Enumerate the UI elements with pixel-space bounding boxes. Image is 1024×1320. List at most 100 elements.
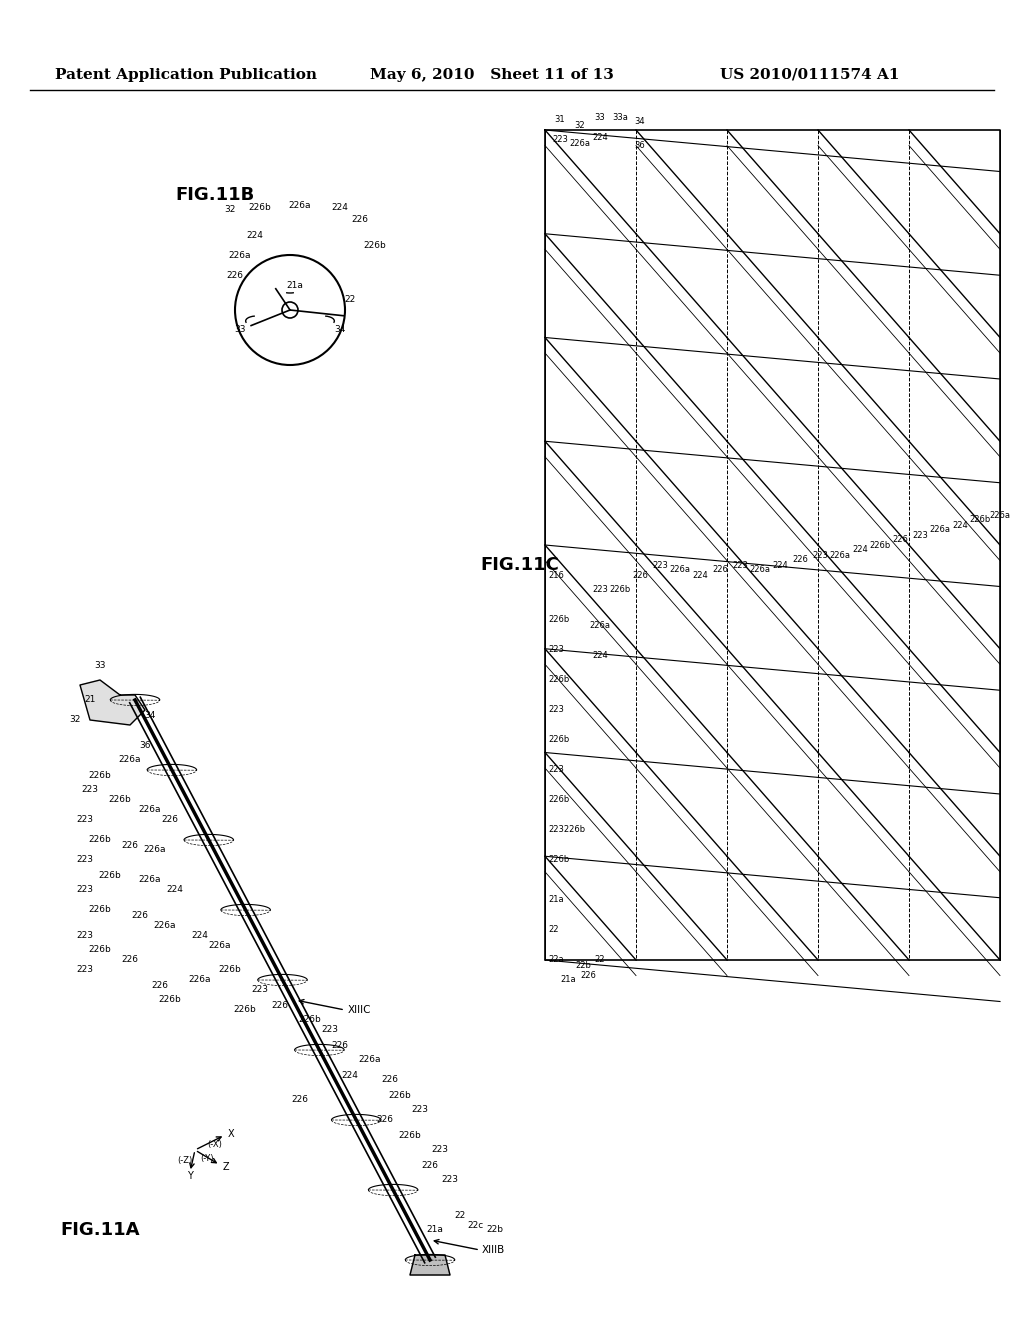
Text: 226b: 226b <box>869 540 891 549</box>
Text: 223: 223 <box>77 886 93 895</box>
Text: 226b: 226b <box>548 615 569 624</box>
Text: 226b: 226b <box>548 855 569 865</box>
Text: 22b: 22b <box>486 1225 504 1234</box>
Text: 226b: 226b <box>89 771 112 780</box>
Text: 223: 223 <box>252 986 268 994</box>
Text: 34: 34 <box>334 326 346 334</box>
Text: 226b: 226b <box>249 203 271 213</box>
Text: 22: 22 <box>344 296 355 305</box>
Text: 226: 226 <box>292 1096 308 1105</box>
Text: FIG.11A: FIG.11A <box>60 1221 139 1239</box>
Text: 226b: 226b <box>89 906 112 915</box>
Text: 226: 226 <box>792 556 808 565</box>
Text: 22: 22 <box>595 956 605 965</box>
Text: 226: 226 <box>712 565 728 574</box>
Text: 226b: 226b <box>159 995 181 1005</box>
Text: 22: 22 <box>548 925 558 935</box>
Text: 226: 226 <box>332 1040 348 1049</box>
Text: 226b: 226b <box>548 796 569 804</box>
Text: 22c: 22c <box>467 1221 483 1229</box>
Text: 22b: 22b <box>575 961 591 969</box>
Text: 226: 226 <box>226 271 244 280</box>
Text: 226b: 226b <box>89 836 112 845</box>
Text: May 6, 2010   Sheet 11 of 13: May 6, 2010 Sheet 11 of 13 <box>370 69 613 82</box>
Text: XIIIC: XIIIC <box>348 1005 372 1015</box>
Text: 21a: 21a <box>287 281 303 289</box>
Text: 223: 223 <box>548 766 564 775</box>
Text: X: X <box>228 1129 234 1139</box>
Text: 223: 223 <box>77 931 93 940</box>
Text: 226b: 226b <box>299 1015 322 1024</box>
Text: 226a: 226a <box>228 251 251 260</box>
Text: 223: 223 <box>77 816 93 825</box>
Text: 226a: 226a <box>289 201 311 210</box>
Text: 226a: 226a <box>590 620 610 630</box>
Text: 226a: 226a <box>209 940 231 949</box>
Text: 226: 226 <box>122 841 138 850</box>
Text: 223: 223 <box>431 1146 449 1155</box>
Text: 223: 223 <box>652 561 668 569</box>
Text: 223: 223 <box>812 550 828 560</box>
Text: (-X): (-X) <box>207 1140 222 1150</box>
Text: Y: Y <box>187 1171 193 1181</box>
Text: 33: 33 <box>595 114 605 123</box>
Text: 36: 36 <box>139 741 151 750</box>
Text: 226a: 226a <box>670 565 690 574</box>
Text: 223: 223 <box>592 586 608 594</box>
Text: 223: 223 <box>552 136 568 144</box>
Text: (-Z): (-Z) <box>177 1155 193 1164</box>
Text: 224: 224 <box>852 545 868 554</box>
Text: 33: 33 <box>234 326 246 334</box>
Text: 224: 224 <box>592 133 608 143</box>
Text: FIG.11C: FIG.11C <box>480 556 559 574</box>
Text: 223: 223 <box>441 1176 459 1184</box>
Text: 34: 34 <box>144 710 156 719</box>
Text: 224: 224 <box>332 203 348 213</box>
Text: 224: 224 <box>952 520 968 529</box>
Text: 226b: 226b <box>609 586 631 594</box>
Text: 226: 226 <box>351 215 369 224</box>
Text: 21: 21 <box>84 696 95 705</box>
Text: 226b: 226b <box>548 676 569 685</box>
Text: 226: 226 <box>382 1076 398 1085</box>
Text: 226: 226 <box>892 536 908 544</box>
Text: 226b: 226b <box>364 240 386 249</box>
Text: 226a: 226a <box>358 1056 381 1064</box>
Text: 226b: 226b <box>219 965 242 974</box>
Text: 224: 224 <box>772 561 787 569</box>
Text: 226b: 226b <box>89 945 112 954</box>
Text: 224: 224 <box>167 886 183 895</box>
Text: 226b: 226b <box>548 735 569 744</box>
Text: 22a: 22a <box>548 956 563 965</box>
Text: 223: 223 <box>77 855 93 865</box>
Text: 223: 223 <box>322 1026 339 1035</box>
Text: US 2010/0111574 A1: US 2010/0111574 A1 <box>720 69 899 82</box>
Text: 226b: 226b <box>389 1090 412 1100</box>
Text: FIG.11B: FIG.11B <box>175 186 254 205</box>
Text: 226a: 226a <box>569 139 591 148</box>
Text: 226a: 226a <box>750 565 770 574</box>
Text: 226: 226 <box>122 956 138 965</box>
Text: 226a: 226a <box>119 755 141 764</box>
Text: 226: 226 <box>422 1160 438 1170</box>
Text: XIIIB: XIIIB <box>482 1245 505 1255</box>
Polygon shape <box>80 680 145 725</box>
Text: 226a: 226a <box>829 550 851 560</box>
Text: 32: 32 <box>574 120 586 129</box>
Text: 224: 224 <box>692 570 708 579</box>
Text: 226a: 226a <box>188 975 211 985</box>
Text: 226b: 226b <box>98 870 122 879</box>
Text: 226a: 226a <box>930 525 950 535</box>
Text: 223: 223 <box>912 531 928 540</box>
Text: 32: 32 <box>70 715 81 725</box>
Text: 226: 226 <box>271 1001 289 1010</box>
Text: 224: 224 <box>592 651 608 660</box>
Text: 226b: 226b <box>233 1006 256 1015</box>
Text: 226a: 226a <box>154 920 176 929</box>
Text: 32: 32 <box>224 206 236 214</box>
Text: 226b: 226b <box>109 796 131 804</box>
Text: 226: 226 <box>152 981 169 990</box>
Text: 21a: 21a <box>560 975 575 985</box>
Text: 226: 226 <box>632 570 648 579</box>
Text: 226a: 226a <box>138 875 161 884</box>
